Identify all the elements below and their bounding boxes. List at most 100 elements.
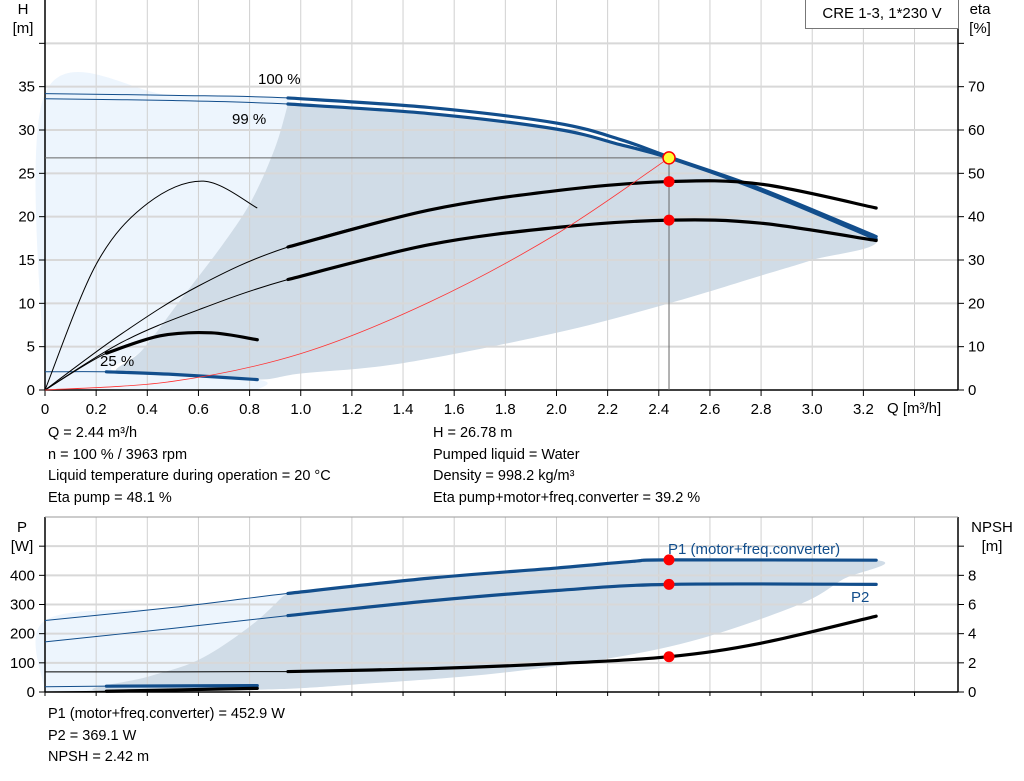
p1-marker — [663, 554, 675, 566]
left-tick-label: 15 — [18, 252, 35, 269]
series-line-thick — [286, 582, 878, 618]
extended-region — [35, 592, 297, 693]
eta-axis-unit: [%] — [969, 20, 991, 37]
x-tick-label: 1.6 — [444, 401, 465, 418]
info-eta-pump: Eta pump = 48.1 % — [48, 489, 172, 506]
npsh-axis-name: NPSH — [971, 519, 1013, 536]
right-tick-label: 4 — [968, 626, 976, 643]
right-tick-label: 0 — [968, 382, 976, 399]
curve-label-99: 99 % — [232, 111, 266, 128]
h-axis-unit: [m] — [12, 20, 34, 37]
info-eta-total: Eta pump+motor+freq.converter = 39.2 % — [433, 489, 701, 506]
series-line-thick — [286, 614, 878, 674]
head-chart: 0 5 10 15 20 25 30 35 0 10 20 30 40 50 60 70 0 0.2 0.4 0.6 0… — [18, 0, 985, 418]
eta-total-marker — [663, 214, 675, 226]
p-axis-label: P [W] — [4, 518, 40, 556]
left-tick-label: 10 — [18, 295, 35, 312]
p1-curve-label: P1 (motor+freq.converter) — [668, 541, 840, 558]
left-tick-label: 100 — [10, 655, 35, 672]
curve-label-100: 100 % — [258, 71, 301, 88]
npsh-axis-unit: [m] — [981, 538, 1003, 555]
right-tick-label: 8 — [968, 567, 976, 584]
series-line-thick — [286, 558, 878, 596]
curve-label-25: 25 % — [100, 353, 134, 370]
extended-region — [35, 72, 297, 390]
info-npsh: NPSH = 2.42 m — [48, 749, 150, 765]
left-tick-label: 0 — [27, 382, 35, 399]
series-line-thick — [104, 686, 259, 693]
x-tick-label: 2.4 — [648, 401, 669, 418]
right-tick-label: 10 — [968, 339, 985, 356]
info-liquid: Pumped liquid = Water — [433, 446, 580, 463]
h-axis-label: H [m] — [6, 0, 40, 38]
x-tick-label: 1.8 — [495, 401, 516, 418]
info-temperature: Liquid temperature during operation = 20… — [48, 468, 331, 484]
duty-info-left: Q = 2.44 m³/h n = 100 % / 3963 rpm Liqui… — [48, 423, 331, 509]
npsh-axis-label: NPSH [m] — [962, 518, 1022, 556]
x-tick-label: 0.4 — [137, 401, 158, 418]
right-tick-label: 2 — [968, 655, 976, 672]
x-tick-label: 2.8 — [751, 401, 772, 418]
operating-region — [92, 558, 886, 692]
series-line-thin — [44, 157, 670, 391]
p-axis-unit: [W] — [10, 538, 34, 555]
right-tick-label: 20 — [968, 295, 985, 312]
right-tick-label: 0 — [968, 684, 976, 701]
p2-curve-label: P2 — [851, 589, 869, 606]
q-axis-label: Q [m³/h] — [887, 400, 942, 417]
left-tick-label: 0 — [27, 684, 35, 701]
x-tick-label: 0.8 — [239, 401, 260, 418]
series-line-thick — [286, 179, 878, 249]
right-tick-label: 50 — [968, 165, 985, 182]
info-density: Density = 998.2 kg/m³ — [433, 468, 575, 484]
info-head: H = 26.78 m — [433, 425, 513, 441]
x-tick-label: 0.2 — [86, 401, 107, 418]
left-tick-label: 20 — [18, 209, 35, 226]
pump-title-box: CRE 1-3, 1*230 V — [805, 0, 959, 29]
left-tick-label: 35 — [18, 79, 35, 96]
eta-axis-name: eta — [969, 1, 991, 18]
eta-axis-label: eta [%] — [962, 0, 998, 38]
eta-pump-marker — [663, 176, 675, 188]
x-tick-label: 1.2 — [341, 401, 362, 418]
x-tick-label: 2.0 — [546, 401, 567, 418]
x-tick-label: 0 — [41, 401, 49, 418]
info-speed: n = 100 % / 3963 rpm — [48, 446, 188, 463]
h-axis-name: H — [17, 1, 29, 18]
power-chart: 0 100 200 300 400 0 2 4 6 8 P1 (motor+freq.convert… — [10, 516, 976, 701]
p2-marker — [663, 578, 675, 590]
x-tick-label: 1.0 — [290, 401, 311, 418]
npsh-marker — [663, 651, 675, 663]
series-line-thick — [104, 683, 259, 688]
power-info: P1 (motor+freq.converter) = 452.9 W P2 =… — [48, 704, 285, 769]
x-tick-label: 2.2 — [597, 401, 618, 418]
right-tick-label: 30 — [968, 252, 985, 269]
left-tick-label: 200 — [10, 626, 35, 643]
left-tick-label: 300 — [10, 597, 35, 614]
x-tick-label: 0.6 — [188, 401, 209, 418]
info-p1: P1 (motor+freq.converter) = 452.9 W — [48, 706, 285, 722]
right-tick-label: 70 — [968, 79, 985, 96]
info-p2: P2 = 369.1 W — [48, 727, 137, 744]
left-tick-label: 400 — [10, 567, 35, 584]
p-axis-name: P — [16, 519, 27, 536]
series-line-thick — [104, 370, 259, 382]
x-tick-label: 1.4 — [393, 401, 414, 418]
duty-info-right: H = 26.78 m Pumped liquid = Water Densit… — [433, 423, 700, 509]
right-tick-label: 60 — [968, 122, 985, 139]
info-flow: Q = 2.44 m³/h — [48, 425, 138, 441]
series-line-thick — [286, 102, 878, 241]
left-tick-label: 25 — [18, 165, 35, 182]
series-line-thick — [286, 218, 878, 282]
series-line-thick — [104, 330, 259, 355]
duty-point-marker — [662, 151, 676, 165]
left-tick-label: 5 — [27, 339, 35, 356]
right-tick-label: 40 — [968, 209, 985, 226]
right-tick-label: 6 — [968, 597, 976, 614]
left-tick-label: 30 — [18, 122, 35, 139]
x-tick-label: 3.0 — [802, 401, 823, 418]
x-tick-label: 2.6 — [700, 401, 721, 418]
series-line-thick — [286, 96, 878, 239]
x-tick-label: 3.2 — [853, 401, 874, 418]
